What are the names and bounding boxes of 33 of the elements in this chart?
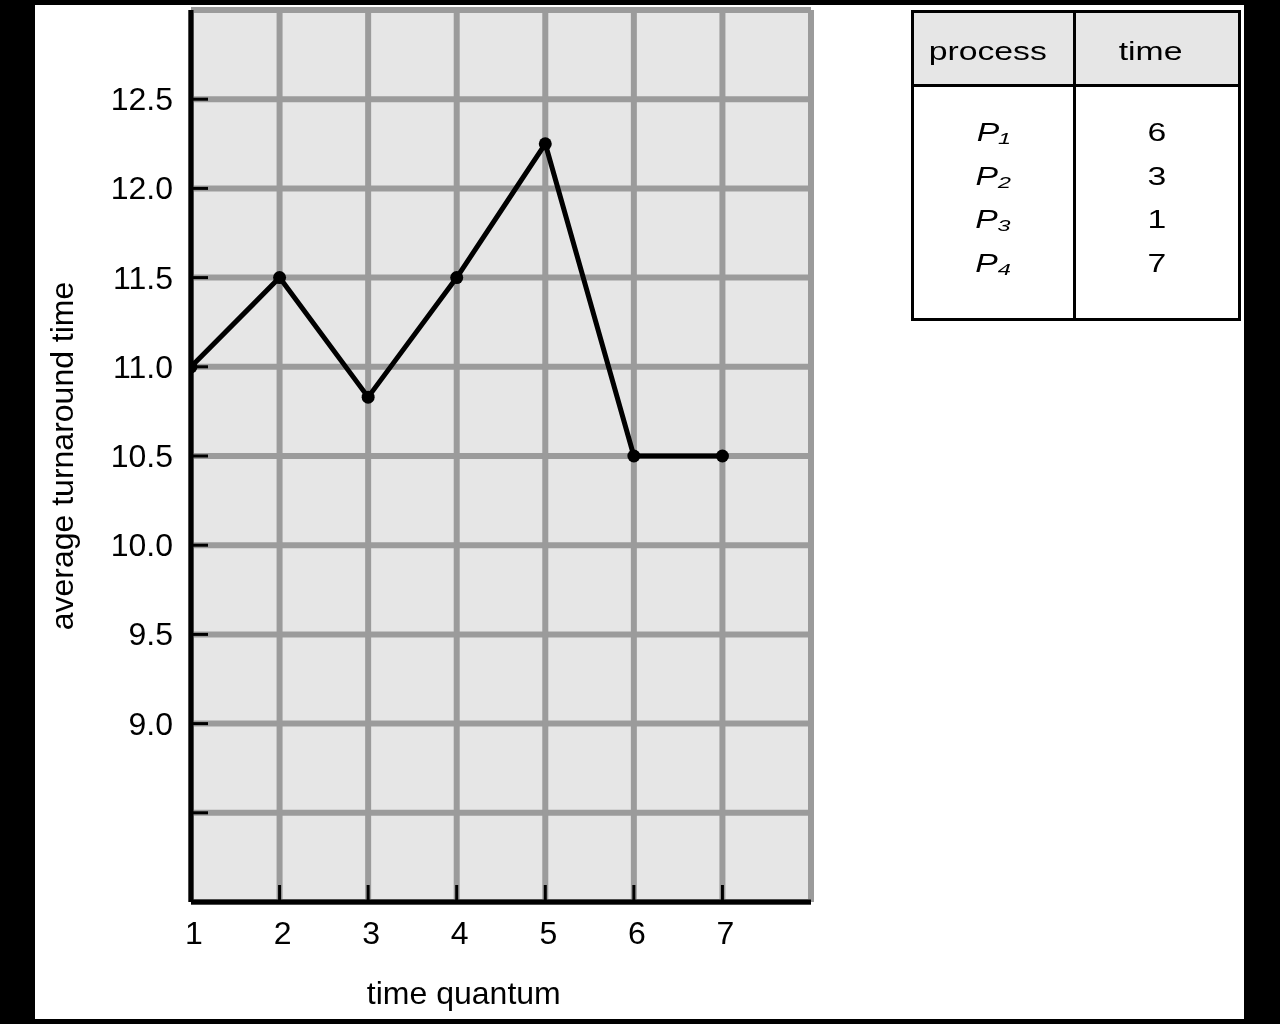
y-axis-title: average turnaround time xyxy=(44,281,80,631)
point xyxy=(273,271,287,285)
point xyxy=(450,271,464,285)
point xyxy=(361,390,375,404)
x-tick-label: 3 xyxy=(362,915,381,951)
data-label: 6 xyxy=(1147,117,1167,148)
y-tick-label: 12.0 xyxy=(110,170,173,207)
data-label: 3 xyxy=(1147,160,1167,192)
y-tick-label: 10.5 xyxy=(110,438,173,474)
category-label: P₄ xyxy=(975,247,1012,279)
x-tick-label: 6 xyxy=(627,915,646,951)
y-tick-label: 12.5 xyxy=(110,81,173,118)
data-label: 1 xyxy=(1147,204,1167,235)
x-tick-label: 1 xyxy=(185,915,203,951)
y-tick-label: 9.0 xyxy=(128,705,173,742)
x-tick-label: 4 xyxy=(450,915,469,951)
point xyxy=(538,137,552,151)
point xyxy=(627,449,641,463)
point xyxy=(715,449,729,463)
x-tick-label: 2 xyxy=(273,915,292,951)
x-axis-title: time quantum xyxy=(366,975,561,1011)
y-tick-label: 11.0 xyxy=(113,348,173,385)
y-tick-label: 10.0 xyxy=(110,527,173,564)
y-tick-label: 11.5 xyxy=(113,259,173,296)
data-label: 7 xyxy=(1147,247,1167,279)
text: time xyxy=(1119,37,1183,66)
x-tick-label: 7 xyxy=(716,915,735,951)
text: process xyxy=(928,37,1047,66)
x-tick-label: 5 xyxy=(539,915,558,951)
y-tick-label: 9.5 xyxy=(128,616,173,653)
category-label: P₂ xyxy=(975,160,1012,192)
category-label: P₁ xyxy=(976,117,1011,148)
category-label: P₃ xyxy=(975,204,1012,235)
